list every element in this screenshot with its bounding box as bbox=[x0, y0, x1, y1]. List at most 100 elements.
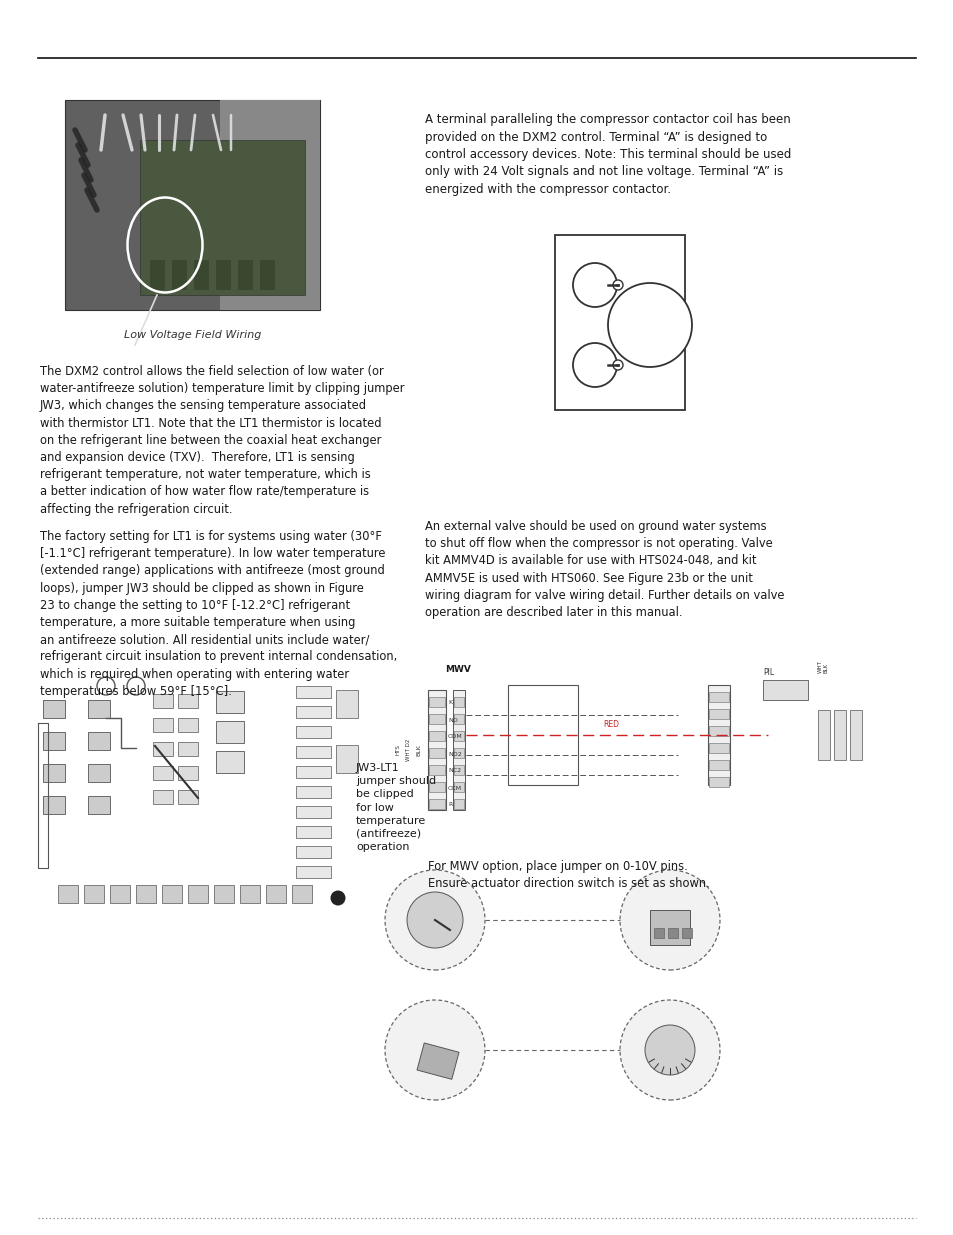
Text: NO: NO bbox=[448, 718, 457, 722]
Text: Low Voltage Field Wiring: Low Voltage Field Wiring bbox=[124, 330, 261, 340]
Bar bbox=[555, 235, 684, 410]
Text: WHT
BLK: WHT BLK bbox=[817, 659, 828, 673]
Bar bbox=[681, 927, 691, 939]
Bar bbox=[88, 797, 110, 814]
Circle shape bbox=[644, 1025, 695, 1074]
Bar bbox=[215, 751, 244, 773]
Circle shape bbox=[385, 1000, 484, 1100]
Bar bbox=[295, 706, 331, 718]
Bar bbox=[152, 742, 172, 756]
Circle shape bbox=[127, 677, 145, 695]
Bar bbox=[260, 261, 274, 290]
Bar bbox=[428, 690, 446, 810]
Bar bbox=[817, 710, 829, 760]
Bar bbox=[708, 692, 728, 701]
Circle shape bbox=[385, 869, 484, 969]
Bar bbox=[708, 726, 728, 736]
Bar bbox=[429, 782, 444, 792]
Bar bbox=[213, 885, 233, 903]
Bar bbox=[654, 927, 663, 939]
Circle shape bbox=[619, 1000, 720, 1100]
Bar bbox=[43, 797, 65, 814]
Bar bbox=[88, 764, 110, 782]
Text: R: R bbox=[448, 803, 452, 808]
Bar bbox=[708, 743, 728, 753]
Bar bbox=[649, 910, 689, 945]
Bar bbox=[454, 799, 463, 809]
Bar bbox=[295, 866, 331, 878]
Bar bbox=[188, 885, 208, 903]
Circle shape bbox=[613, 280, 622, 290]
Bar bbox=[429, 731, 444, 741]
Bar bbox=[295, 685, 331, 698]
Text: WHT D2: WHT D2 bbox=[406, 739, 411, 761]
Bar bbox=[65, 100, 319, 310]
Bar bbox=[215, 261, 231, 290]
Bar bbox=[335, 690, 357, 718]
Bar bbox=[150, 261, 165, 290]
Text: HTS: HTS bbox=[395, 745, 400, 756]
Bar bbox=[43, 764, 65, 782]
Bar bbox=[162, 885, 182, 903]
Bar bbox=[429, 714, 444, 724]
Bar bbox=[172, 261, 187, 290]
Bar bbox=[453, 690, 464, 810]
Bar bbox=[178, 766, 198, 781]
Bar bbox=[454, 697, 463, 706]
Circle shape bbox=[619, 869, 720, 969]
Text: COM: COM bbox=[448, 735, 462, 740]
Bar bbox=[708, 777, 728, 787]
Bar bbox=[429, 799, 444, 809]
Text: NC2: NC2 bbox=[448, 768, 460, 773]
Bar bbox=[429, 748, 444, 758]
Text: NO2: NO2 bbox=[448, 752, 461, 757]
Bar bbox=[110, 885, 130, 903]
Circle shape bbox=[97, 677, 115, 695]
Bar bbox=[708, 709, 728, 719]
Bar bbox=[295, 846, 331, 858]
Bar bbox=[454, 782, 463, 792]
Bar bbox=[136, 885, 156, 903]
Bar bbox=[43, 732, 65, 750]
Bar bbox=[295, 766, 331, 778]
Text: CCM: CCM bbox=[448, 785, 461, 790]
Bar bbox=[708, 760, 728, 769]
Bar bbox=[220, 100, 319, 310]
Text: JW3-LT1
jumper should
be clipped
for low
temperature
(antifreeze)
operation: JW3-LT1 jumper should be clipped for low… bbox=[355, 763, 436, 852]
Bar bbox=[43, 700, 65, 718]
Circle shape bbox=[573, 343, 617, 387]
Text: PIL: PIL bbox=[762, 668, 773, 677]
Text: RED: RED bbox=[602, 720, 618, 729]
Text: MWV: MWV bbox=[445, 664, 471, 674]
Bar bbox=[762, 680, 807, 700]
Bar bbox=[58, 885, 78, 903]
Bar bbox=[178, 718, 198, 732]
Bar bbox=[429, 697, 444, 706]
Bar bbox=[416, 1042, 458, 1079]
Bar bbox=[335, 745, 357, 773]
Bar bbox=[833, 710, 845, 760]
Bar bbox=[152, 718, 172, 732]
Bar bbox=[240, 885, 260, 903]
Bar bbox=[84, 885, 104, 903]
Bar bbox=[849, 710, 862, 760]
Bar bbox=[152, 766, 172, 781]
Bar bbox=[152, 694, 172, 708]
Bar bbox=[429, 764, 444, 776]
Bar bbox=[454, 764, 463, 776]
Bar bbox=[292, 885, 312, 903]
Circle shape bbox=[330, 890, 345, 905]
Text: An external valve should be used on ground water systems
to shut off flow when t: An external valve should be used on grou… bbox=[424, 520, 783, 619]
Bar bbox=[88, 700, 110, 718]
Bar bbox=[295, 785, 331, 798]
Bar bbox=[667, 927, 678, 939]
Bar bbox=[507, 685, 578, 785]
Bar bbox=[215, 721, 244, 743]
Text: The factory setting for LT1 is for systems using water (30°F
[-1.1°C] refrigeran: The factory setting for LT1 is for syste… bbox=[40, 530, 396, 698]
Bar bbox=[295, 826, 331, 839]
Bar bbox=[215, 692, 244, 713]
Bar bbox=[88, 732, 110, 750]
Bar bbox=[178, 742, 198, 756]
Text: A terminal paralleling the compressor contactor coil has been
provided on the DX: A terminal paralleling the compressor co… bbox=[424, 112, 791, 196]
Text: BLK: BLK bbox=[416, 743, 420, 756]
